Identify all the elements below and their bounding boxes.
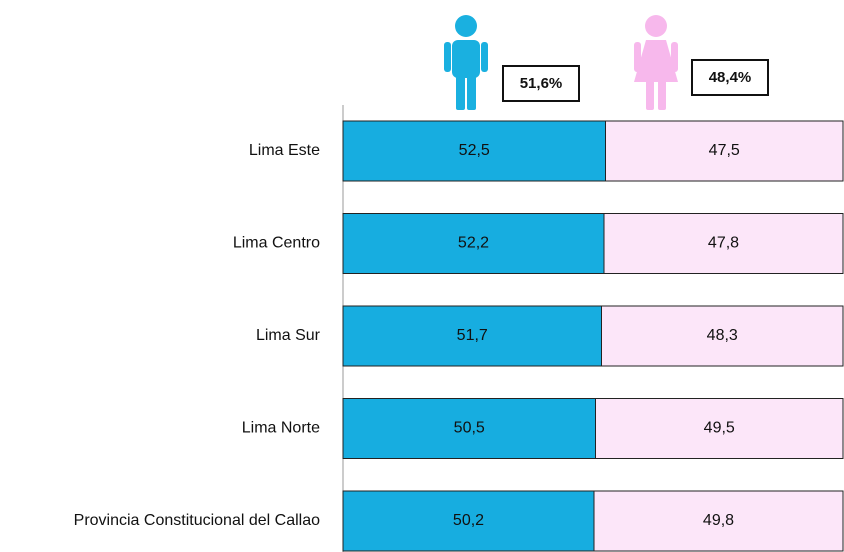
total-label: 48,4%	[709, 69, 752, 86]
value-label: 51,7	[457, 327, 488, 344]
category-label: Lima Este	[249, 142, 320, 159]
bar-segment	[601, 305, 844, 367]
category-label: Lima Centro	[233, 235, 320, 252]
value-label: 52,2	[458, 235, 489, 252]
category-label: Lima Norte	[242, 420, 320, 437]
value-label: 47,5	[709, 142, 740, 159]
category-label: Lima Sur	[256, 327, 321, 344]
male-icon	[444, 15, 488, 110]
value-label: 50,5	[454, 420, 485, 437]
value-label: 49,5	[704, 420, 735, 437]
bar-segment	[595, 398, 844, 459]
total-box	[691, 59, 769, 96]
total-label: 51,6%	[520, 75, 563, 92]
total-box	[502, 65, 580, 102]
value-label: 48,3	[707, 327, 738, 344]
value-label: 49,8	[703, 512, 734, 529]
female-icon	[634, 15, 678, 110]
value-label: 47,8	[708, 235, 739, 252]
bar-segment	[603, 213, 844, 274]
bar-segment	[605, 120, 844, 182]
category-label: Provincia Constitucional del Callao	[74, 512, 320, 529]
value-label: 50,2	[453, 512, 484, 529]
bar-segment	[342, 120, 606, 182]
bar-segment	[593, 490, 844, 552]
value-label: 52,5	[459, 142, 490, 159]
bar-segment	[342, 490, 595, 552]
bar-segment	[342, 213, 605, 274]
